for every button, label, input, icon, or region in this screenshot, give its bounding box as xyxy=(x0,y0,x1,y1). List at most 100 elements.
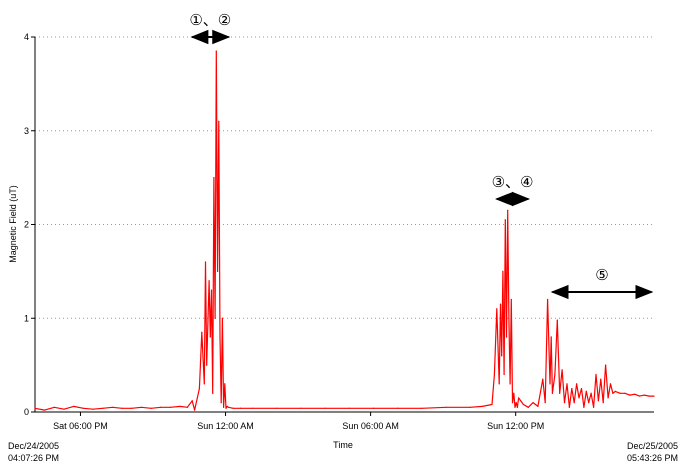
data-point xyxy=(547,298,549,301)
data-point xyxy=(563,402,566,404)
data-point xyxy=(514,406,516,408)
data-point xyxy=(232,407,234,409)
data-point xyxy=(210,289,213,291)
data-point xyxy=(193,409,196,411)
data-point xyxy=(209,336,211,338)
data-point xyxy=(212,392,214,394)
data-point xyxy=(191,400,193,402)
data-point xyxy=(549,383,551,385)
x-tick-label: Sun 12:00 PM xyxy=(487,421,544,431)
data-point xyxy=(585,390,587,392)
data-point xyxy=(501,355,503,357)
data-point xyxy=(111,406,113,408)
data-point xyxy=(556,319,558,321)
data-point xyxy=(509,383,511,385)
data-point xyxy=(592,406,595,408)
data-point xyxy=(300,407,302,409)
data-point xyxy=(179,405,181,407)
data-point xyxy=(516,406,518,408)
data-point xyxy=(140,406,142,408)
data-point xyxy=(493,373,496,376)
data-point xyxy=(515,402,517,404)
y-tick-label: 2 xyxy=(24,220,29,230)
data-point xyxy=(595,373,597,376)
data-point xyxy=(527,406,529,408)
data-point xyxy=(544,402,546,404)
x-start-date: Dec/24/2005 xyxy=(8,441,60,451)
data-point xyxy=(597,400,599,402)
data-point xyxy=(605,364,607,366)
data-point xyxy=(92,408,94,410)
x-end-date: Dec/25/2005 xyxy=(626,441,678,451)
data-point xyxy=(82,407,84,409)
data-point xyxy=(542,378,544,380)
data-point xyxy=(537,405,539,407)
data-point xyxy=(590,392,592,394)
data-point xyxy=(226,405,228,407)
data-point xyxy=(213,177,215,179)
x-start-time: 04:07:26 PM xyxy=(8,453,60,463)
y-tick-label: 3 xyxy=(24,126,29,136)
data-point xyxy=(225,407,227,409)
x-end-time: 05:43:26 PM xyxy=(626,453,678,463)
y-tick-label: 1 xyxy=(24,313,29,323)
data-point xyxy=(421,407,423,409)
data-point xyxy=(215,50,217,52)
data-point xyxy=(201,331,203,333)
data-point xyxy=(372,407,375,409)
data-point xyxy=(580,387,583,390)
data-point xyxy=(550,336,552,338)
annotation-label: ③、④ xyxy=(492,173,534,191)
data-point xyxy=(445,406,447,408)
data-point xyxy=(131,407,133,409)
data-point xyxy=(566,383,568,385)
data-point xyxy=(348,407,350,409)
data-point xyxy=(578,397,580,399)
data-point xyxy=(150,407,152,409)
data-point xyxy=(221,317,223,319)
data-point xyxy=(561,369,563,371)
data-point xyxy=(469,406,471,408)
data-point xyxy=(227,406,230,408)
data-point xyxy=(397,407,399,409)
x-tick-label: Sun 06:00 AM xyxy=(342,421,399,431)
x-end-label: Dec/25/2005 05:43:26 PM xyxy=(627,440,678,464)
data-point xyxy=(276,407,278,409)
data-point xyxy=(619,392,621,394)
data-point xyxy=(571,387,573,390)
data-point xyxy=(583,406,585,408)
data-point xyxy=(554,373,556,376)
annotation-label: ①、② xyxy=(189,11,231,29)
y-axis-ticks: 0 1 2 3 4 xyxy=(24,32,35,417)
y-tick-label: 4 xyxy=(24,32,29,42)
data-point xyxy=(186,406,188,408)
data-point xyxy=(203,383,205,385)
data-point xyxy=(559,392,561,394)
data-point xyxy=(600,378,602,380)
data-point xyxy=(481,405,483,407)
data-point xyxy=(522,403,525,406)
data-point xyxy=(634,393,636,395)
data-point xyxy=(491,403,493,406)
data-point xyxy=(160,406,162,408)
data-point xyxy=(324,407,326,409)
data-point xyxy=(206,364,208,366)
data-point xyxy=(53,406,55,408)
data-point xyxy=(508,317,510,319)
data-point xyxy=(216,270,219,272)
data-point xyxy=(34,407,36,409)
data-point xyxy=(517,397,520,399)
x-start-label: Dec/24/2005 04:07:26 PM xyxy=(8,440,59,464)
data-point xyxy=(223,406,225,408)
data-point xyxy=(73,405,75,407)
data-point xyxy=(607,397,609,399)
data-point xyxy=(498,383,500,385)
data-point xyxy=(44,409,46,411)
x-tick-label: Sun 12:00 AM xyxy=(197,421,254,431)
data-point xyxy=(588,402,590,404)
data-point xyxy=(513,392,515,394)
data-point xyxy=(505,336,508,338)
data-point xyxy=(629,394,631,396)
data-point xyxy=(504,219,506,221)
